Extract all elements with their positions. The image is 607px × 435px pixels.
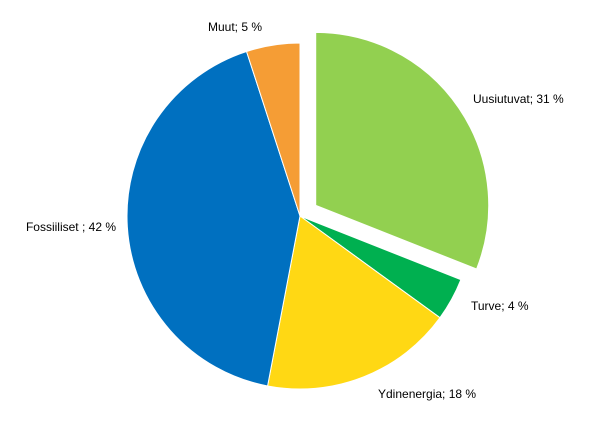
slice-label: Fossiiliset ; 42 % (26, 220, 116, 234)
pie-slice (126, 50, 301, 387)
slice-label: Muut; 5 % (208, 20, 262, 34)
pie-slice (315, 31, 490, 270)
slice-label: Turve; 4 % (471, 299, 529, 313)
slice-label: Ydinenergia; 18 % (378, 387, 476, 401)
pie-slice (266, 215, 441, 390)
slice-label: Uusiutuvat; 31 % (473, 92, 564, 106)
pie-slice (245, 42, 301, 217)
